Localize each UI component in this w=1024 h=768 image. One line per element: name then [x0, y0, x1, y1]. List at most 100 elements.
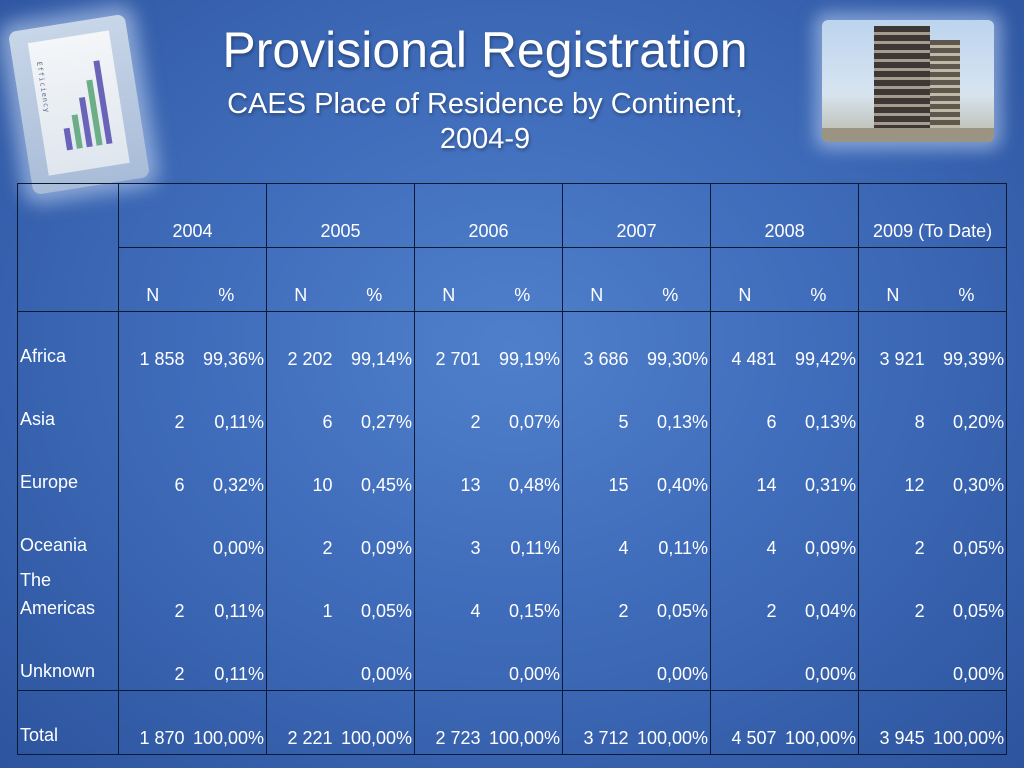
count-cell: 2 723: [414, 690, 483, 755]
percent-cell: 0,05%: [360, 601, 413, 621]
percent-cell: 0,07%: [509, 412, 561, 432]
percent-cell: 0,11%: [658, 538, 709, 558]
year-header: 2005: [266, 183, 415, 248]
pct-subheader: %: [334, 247, 415, 312]
table-row: The Americas 2 0,11% 1 0,05% 4 0,15% 2 0,05% 2 0,0…: [18, 564, 1007, 627]
percent-cell: 99,42%: [778, 311, 859, 375]
count-cell: 2 202: [266, 311, 335, 375]
percent-cell: 0,05%: [953, 601, 1005, 621]
count-cell: 2 221: [266, 690, 335, 755]
row-label: Oceania: [20, 535, 88, 555]
pct-subheader: %: [630, 247, 711, 312]
count-cell: 2: [118, 627, 187, 691]
count-cell: 15: [562, 438, 631, 501]
count-cell: 1: [266, 564, 335, 627]
year-header: 2009 (To Date): [858, 183, 1007, 248]
percent-cell: 0,20%: [953, 412, 1005, 432]
row-label: Asia: [20, 409, 56, 429]
pct-subheader: %: [186, 247, 267, 312]
count-cell: 5: [562, 375, 631, 438]
percent-cell: 0,27%: [360, 412, 413, 432]
count-cell: 2: [562, 564, 631, 627]
percent-cell: 0,13%: [657, 412, 709, 432]
count-cell: [562, 627, 631, 691]
paper-bar: [63, 127, 73, 151]
pct-subheader: %: [926, 247, 1007, 312]
building-wing: [930, 40, 960, 132]
percent-cell: 0,40%: [657, 475, 709, 495]
percent-cell: 0,05%: [953, 538, 1005, 558]
count-cell: 4: [710, 501, 779, 564]
count-cell: [266, 627, 335, 691]
row-label: Total: [17, 690, 119, 755]
paper-bar: [71, 114, 83, 149]
year-header: 2008: [710, 183, 859, 248]
percent-cell: 0,30%: [953, 475, 1005, 495]
count-cell: 13: [414, 438, 483, 501]
table-row: Unknown 2 0,11% 0,00% 0,00% 0,00% 0,00% 0,00%: [18, 627, 1007, 691]
percent-cell: 0,09%: [805, 538, 857, 558]
count-cell: 1 870: [118, 690, 187, 755]
count-cell: 2: [858, 564, 927, 627]
count-cell: 14: [710, 438, 779, 501]
count-cell: 2: [414, 375, 483, 438]
pct-subheader: %: [482, 247, 563, 312]
year-header-row: 2004 2005 2006 2007 2008 2009 (To Date): [18, 183, 1007, 248]
n-subheader: N: [562, 247, 631, 312]
percent-cell: 0,11%: [214, 664, 265, 684]
count-cell: 3 945: [858, 690, 927, 755]
office-building-image: [822, 20, 994, 142]
slide-subtitle: CAES Place of Residence by Continent, 20…: [190, 87, 780, 157]
count-cell: 10: [266, 438, 335, 501]
efficiency-label: Efficiency: [34, 61, 51, 114]
count-cell: 6: [266, 375, 335, 438]
percent-cell: 0,48%: [509, 475, 561, 495]
percent-cell: 100,00%: [482, 690, 563, 755]
percent-cell: 99,39%: [926, 311, 1007, 375]
percent-cell: 0,04%: [805, 601, 857, 621]
year-header: 2004: [117, 183, 267, 248]
table-row: Asia 2 0,11% 6 0,27% 2 0,07% 5 0,13% 6 0,13% 8 0,20%: [18, 375, 1007, 438]
percent-cell: 0,05%: [657, 601, 709, 621]
percent-cell: 100,00%: [186, 690, 267, 755]
count-cell: 2: [266, 501, 335, 564]
count-cell: 6: [118, 438, 187, 501]
percent-cell: 0,00%: [509, 664, 561, 684]
count-cell: 2 701: [414, 311, 483, 375]
subheader-row: N% N% N% N% N% N%: [18, 247, 1007, 312]
count-cell: 4: [562, 501, 631, 564]
count-cell: 12: [858, 438, 927, 501]
count-cell: 3 712: [562, 690, 631, 755]
percent-cell: 0,00%: [953, 664, 1005, 684]
year-header: 2007: [562, 183, 711, 248]
row-label: The Americas: [20, 570, 96, 618]
count-cell: [118, 501, 187, 564]
count-cell: 4: [414, 564, 483, 627]
residence-table: 2004 2005 2006 2007 2008 2009 (To Date) N% N% N%…: [17, 183, 1008, 755]
percent-cell: 100,00%: [334, 690, 415, 755]
count-cell: 8: [858, 375, 927, 438]
n-subheader: N: [414, 247, 483, 312]
percent-cell: 0,00%: [805, 664, 857, 684]
table-row: Europe 6 0,32% 10 0,45% 13 0,48% 15 0,40% 14 0,31%…: [18, 438, 1007, 501]
count-cell: 2: [858, 501, 927, 564]
building-ground: [822, 128, 994, 142]
percent-cell: 0,45%: [360, 475, 413, 495]
table-row: Africa 1 858 99,36% 2 202 99,14% 2 701 99,19% 3…: [17, 311, 1007, 375]
count-cell: 3: [414, 501, 483, 564]
count-cell: 3 686: [562, 311, 631, 375]
year-header: 2006: [414, 183, 563, 248]
percent-cell: 0,00%: [212, 538, 265, 558]
count-cell: [858, 627, 927, 691]
percent-cell: 100,00%: [630, 690, 711, 755]
percent-cell: 100,00%: [778, 690, 859, 755]
n-subheader: N: [266, 247, 335, 312]
count-cell: 1 858: [118, 311, 187, 375]
row-label: Europe: [20, 472, 79, 492]
chart-on-paper-image: Efficiency: [7, 13, 151, 196]
subtitle-line-2: 2004-9: [439, 123, 531, 155]
percent-cell: 0,32%: [212, 475, 265, 495]
percent-cell: 0,31%: [805, 475, 857, 495]
percent-cell: 99,36%: [186, 311, 267, 375]
table-row: Oceania 0,00% 2 0,09% 3 0,11% 4 0,11% 4 0,09% 2 0,0…: [18, 501, 1007, 564]
